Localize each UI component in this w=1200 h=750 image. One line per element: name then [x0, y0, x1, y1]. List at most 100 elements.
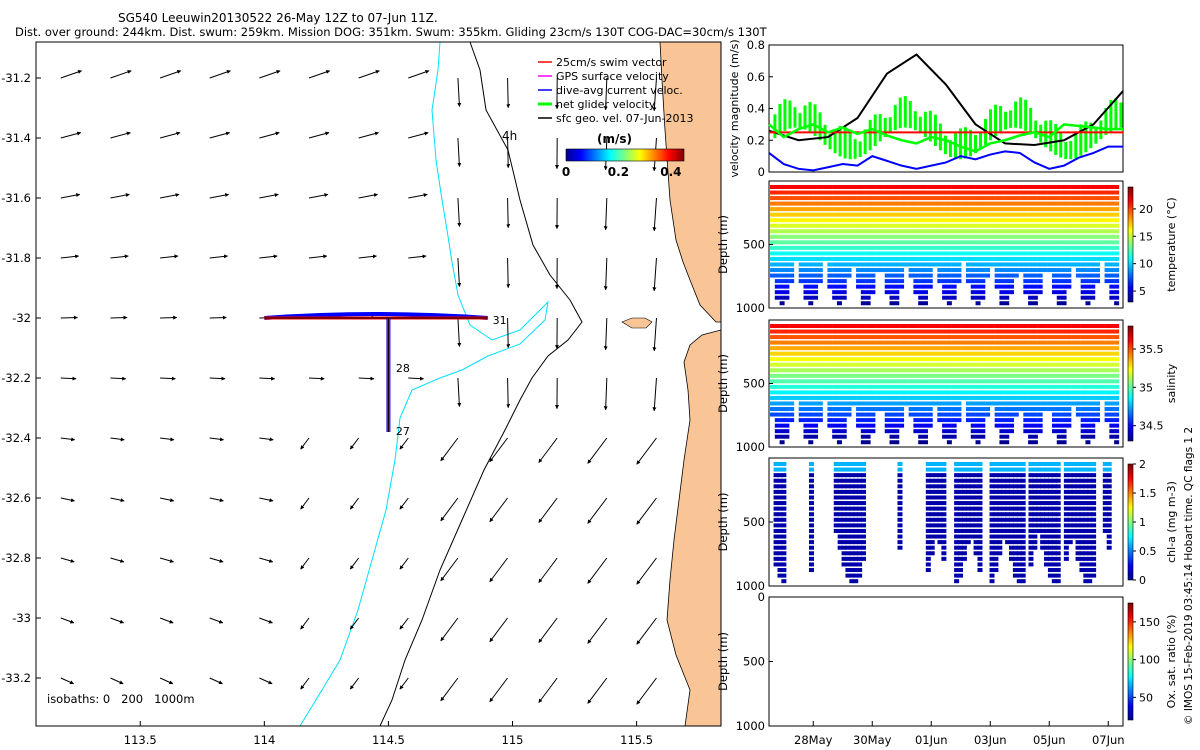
profile-sample	[1061, 401, 1067, 406]
geo-vector-arrow	[209, 131, 231, 139]
profile-sample	[899, 407, 905, 412]
profile-sample	[1028, 434, 1034, 439]
profile-sample	[889, 346, 895, 351]
profile-sample	[832, 384, 838, 389]
profile-sample	[908, 379, 914, 384]
profile-sample	[1075, 478, 1081, 483]
profile-sample	[1032, 218, 1038, 223]
profile-sample	[922, 373, 928, 378]
profile-sample	[1028, 401, 1034, 406]
profile-sample	[925, 556, 931, 561]
profile-sample	[1104, 245, 1110, 250]
profile-sample	[1020, 568, 1026, 573]
profile-sample	[975, 412, 981, 417]
profile-sample	[789, 262, 795, 267]
profile-sample	[837, 512, 843, 517]
profile-sample	[1090, 423, 1096, 428]
profile-sample	[856, 262, 862, 267]
profile-sample	[777, 528, 783, 533]
profile-sample	[813, 268, 819, 273]
profile-sample	[803, 346, 809, 351]
profile-sample	[1042, 407, 1048, 412]
profile-sample	[1055, 473, 1061, 478]
profile-sample	[1071, 335, 1077, 340]
profile-sample	[1013, 346, 1019, 351]
geo-vector-arrow	[652, 377, 657, 412]
profile-sample	[1023, 234, 1029, 239]
profile-sample	[965, 357, 971, 362]
profile-sample	[774, 223, 780, 228]
geo-vector-arrow	[636, 617, 657, 645]
profile-sample	[1085, 290, 1091, 295]
profile-sample	[903, 234, 909, 239]
profile-sample	[1095, 262, 1101, 267]
profile-sample	[1114, 207, 1120, 212]
profile-sample	[1044, 489, 1050, 494]
profile-sample	[927, 196, 933, 201]
colorbar-tick-label: 10	[1139, 258, 1153, 271]
profile-sample	[793, 340, 799, 345]
profile-sample	[865, 434, 871, 439]
profile-sample	[1044, 540, 1050, 545]
profile-sample	[961, 201, 967, 206]
profile-sample	[836, 373, 842, 378]
profile-sample	[932, 379, 938, 384]
profile-sample	[1032, 429, 1038, 434]
profile-sample	[808, 517, 814, 522]
profile-sample	[929, 523, 935, 528]
profile-sample	[1013, 268, 1019, 273]
profile-sample	[803, 251, 809, 256]
profile-sample	[774, 351, 780, 356]
profile-sample	[1005, 489, 1011, 494]
profile-sample	[927, 284, 933, 289]
profile-sample	[894, 268, 900, 273]
profile-sample	[961, 551, 967, 556]
profile-sample	[1008, 501, 1014, 506]
profile-sample	[1114, 185, 1120, 189]
profile-sample	[1085, 407, 1091, 412]
profile-sample	[1099, 379, 1105, 384]
profile-sample	[861, 484, 867, 489]
profile-sample	[1037, 218, 1043, 223]
profile-sample	[846, 362, 852, 367]
profile-sample	[922, 245, 928, 250]
profile-sample	[1020, 462, 1026, 466]
profile-sample	[973, 534, 979, 539]
geo-vector-arrow	[358, 376, 375, 381]
profile-sample	[1047, 506, 1053, 511]
profile-sample	[817, 218, 823, 223]
profile-sample	[817, 324, 823, 328]
profile-sample	[999, 262, 1005, 267]
profile-sample	[865, 234, 871, 239]
profile-sample	[789, 373, 795, 378]
profile-sample	[894, 395, 900, 400]
profile-sample	[1095, 407, 1101, 412]
profile-sample	[1047, 229, 1053, 234]
profile-sample	[927, 418, 933, 423]
profile-sample	[1032, 268, 1038, 273]
profile-sample	[817, 335, 823, 340]
profile-sample	[1061, 185, 1067, 189]
profile-sample	[781, 506, 787, 511]
profile-sample	[932, 390, 938, 395]
profile-sample	[989, 212, 995, 217]
profile-sample	[822, 218, 828, 223]
profile-sample	[1085, 212, 1091, 217]
profile-sample	[1109, 223, 1115, 228]
profile-sample	[993, 556, 999, 561]
profile-sample	[1066, 234, 1072, 239]
profile-sample	[1023, 324, 1029, 328]
profile-sample	[841, 223, 847, 228]
profile-sample	[808, 335, 814, 340]
profile-sample	[997, 484, 1003, 489]
profile-sample	[1080, 185, 1086, 189]
profile-sample	[827, 412, 833, 417]
profile-sample	[1104, 401, 1110, 406]
profile-sample	[899, 351, 905, 356]
profile-sample	[770, 329, 776, 334]
profile-sample	[779, 207, 785, 212]
geo-vector-arrow	[110, 193, 130, 199]
profile-sample	[884, 429, 890, 434]
profile-sample	[1055, 545, 1061, 550]
profile-sample	[784, 429, 790, 434]
